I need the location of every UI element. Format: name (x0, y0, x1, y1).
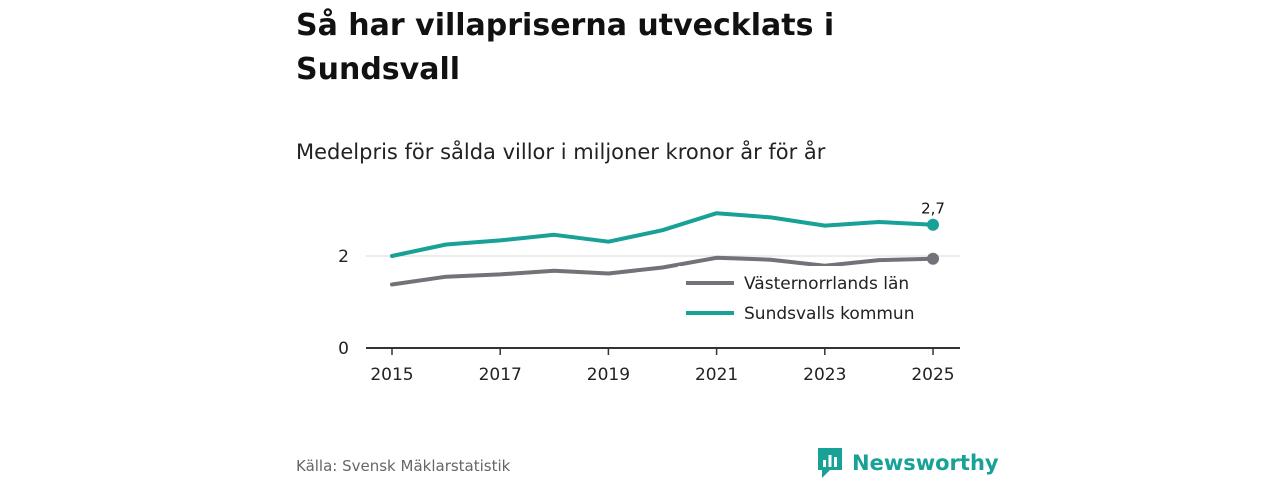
x-tick-label: 2023 (803, 365, 846, 385)
legend: Västernorrlands län Sundsvalls kommun (678, 266, 950, 330)
series-line-sundsvall (390, 211, 935, 258)
legend-label-1: Sundsvalls kommun (744, 304, 914, 324)
source-note: Källa: Svensk Mäklarstatistik (296, 457, 511, 475)
legend-label-0: Västernorrlands län (744, 274, 909, 294)
series-line-vasternorrland (390, 255, 935, 287)
y-tick-label: 0 (338, 339, 349, 359)
chart-subtitle: Medelpris för sålda villor i miljoner kr… (296, 140, 826, 164)
legend-background (678, 266, 950, 330)
series-end-marker-sundsvall (927, 218, 939, 231)
x-tick-label: 2019 (587, 365, 630, 385)
axes: 0 2 2015 2017 2019 2021 2023 2025 (338, 247, 960, 385)
brand-logo: Newsworthy (816, 446, 999, 480)
y-tick-label: 2 (338, 247, 349, 267)
series-end-marker-vasternorrland (927, 252, 939, 265)
newsworthy-logo-icon (818, 448, 842, 478)
x-tick-label: 2015 (370, 365, 413, 385)
end-label-sundsvall: 2,7 (921, 200, 945, 218)
x-tick-label: 2021 (695, 365, 738, 385)
x-tick-label: 2025 (911, 365, 954, 385)
series-layer (390, 211, 939, 287)
chart-title: Så har villapriserna utvecklats i Sundsv… (296, 8, 835, 87)
x-tick-label: 2017 (479, 365, 522, 385)
brand-name: Newsworthy (852, 451, 999, 475)
